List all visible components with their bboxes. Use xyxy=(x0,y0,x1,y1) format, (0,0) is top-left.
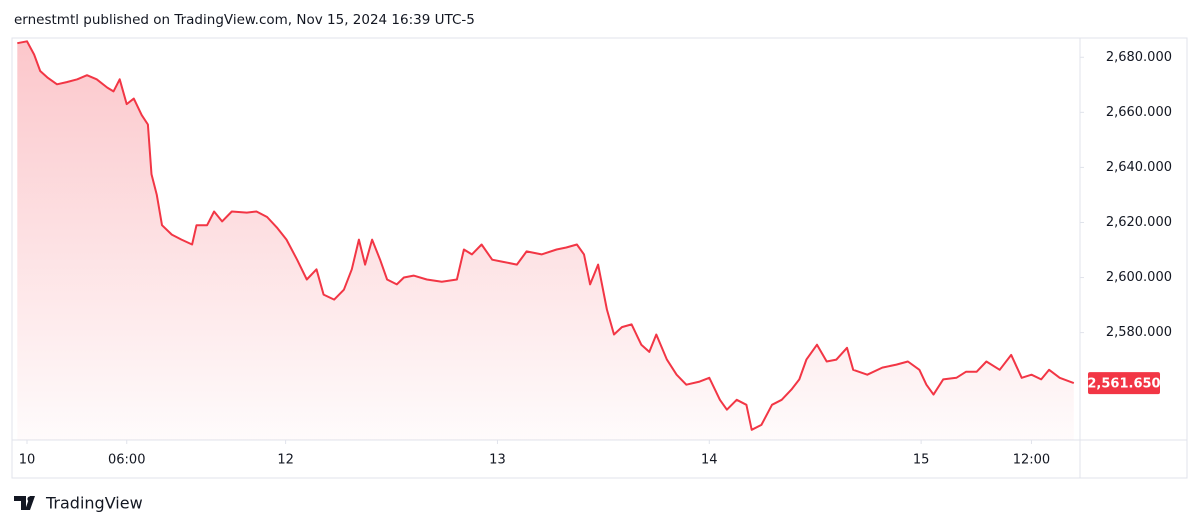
y-tick-label: 2,600.000 xyxy=(1106,270,1172,285)
last-price-label: 2,561.650 xyxy=(1087,377,1160,392)
header: ernestmtl published on TradingView.com, … xyxy=(14,12,475,28)
x-tick-label: 10 xyxy=(19,453,36,468)
x-tick-label: 12 xyxy=(277,453,294,468)
x-tick-label: 06:00 xyxy=(108,453,145,468)
x-tick-label: 12:00 xyxy=(1013,453,1050,468)
y-tick-label: 2,580.000 xyxy=(1106,325,1172,340)
area-fill xyxy=(17,41,1074,441)
last-price-box xyxy=(1088,372,1160,395)
x-tick-label: 15 xyxy=(913,453,930,468)
y-tick-label: 2,620.000 xyxy=(1106,215,1172,230)
y-tick-label: 2,640.000 xyxy=(1106,160,1172,175)
y-tick-label: 2,680.000 xyxy=(1106,50,1172,65)
frame xyxy=(11,37,1188,479)
x-tick-label: 14 xyxy=(701,453,718,468)
footer-brand: TradingView xyxy=(45,494,143,513)
y-tick-label: 2,660.000 xyxy=(1106,105,1172,120)
x-tick-label: 13 xyxy=(489,453,506,468)
tv-logo xyxy=(14,496,35,510)
price-line xyxy=(17,40,1075,431)
